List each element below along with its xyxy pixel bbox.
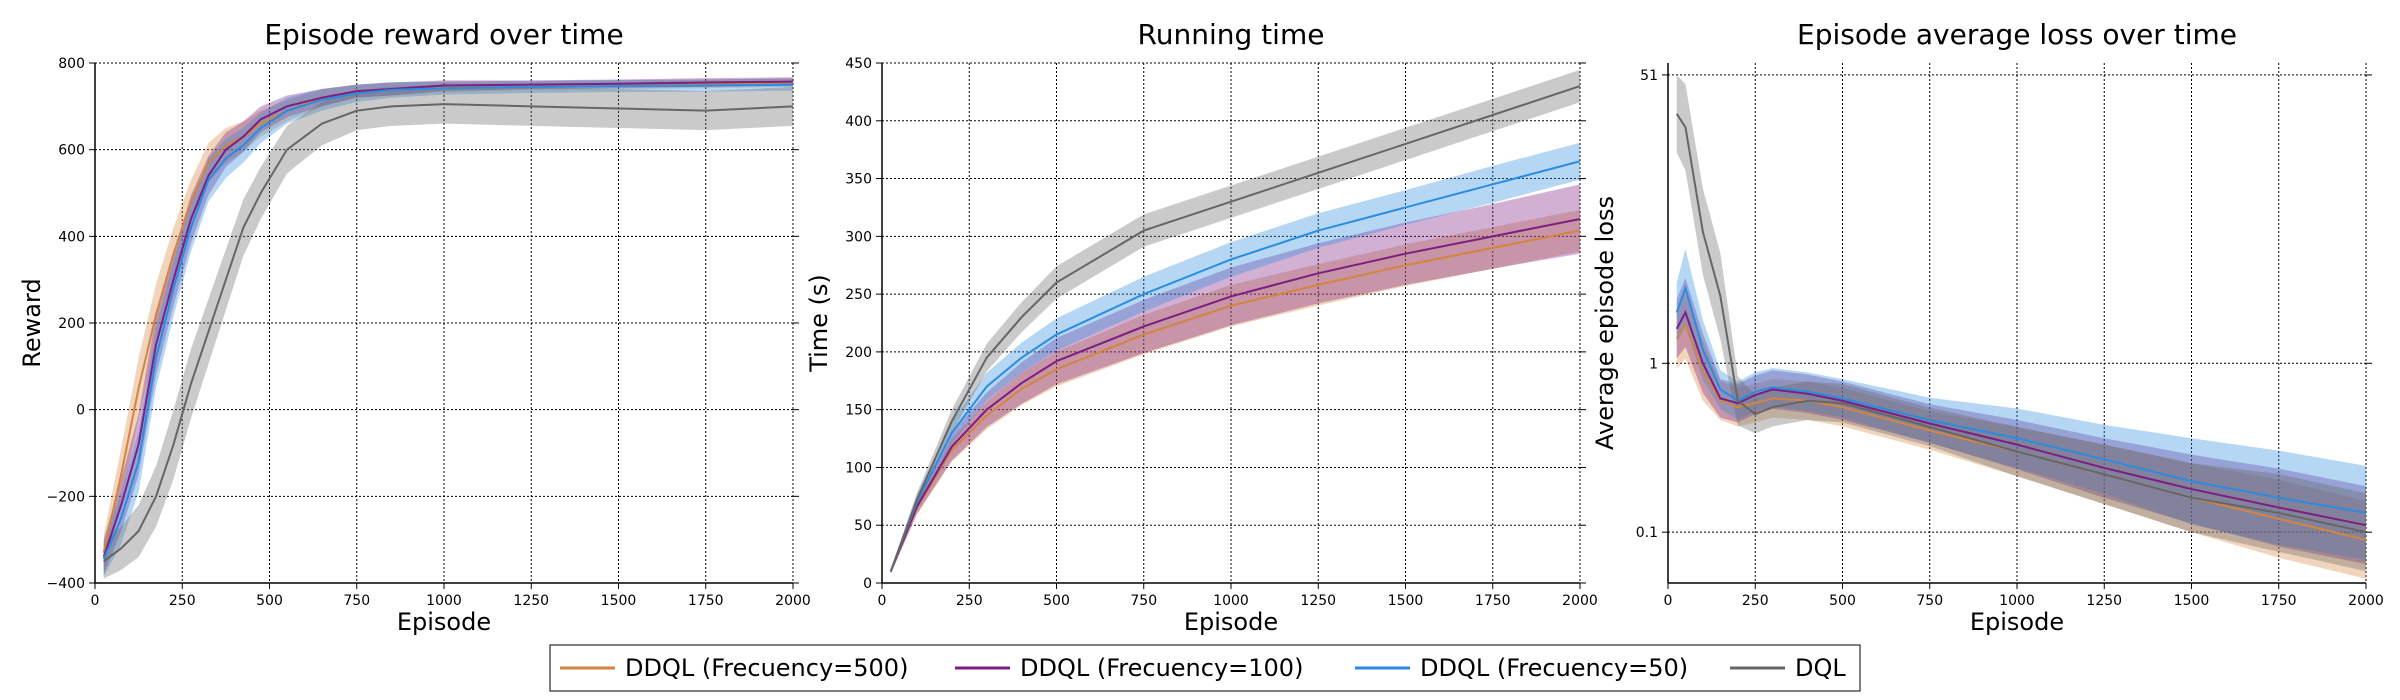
x-tick-label: 1250 [513, 593, 549, 609]
legend-label: DQL [1795, 654, 1846, 682]
y-tick-label: 51 [1640, 68, 1658, 84]
chart-title: Episode reward over time [264, 18, 623, 51]
series-band-4 [1676, 74, 2366, 572]
x-tick-label: 1000 [1213, 593, 1249, 609]
x-tick-label: 500 [1829, 593, 1856, 609]
y-tick-label: 50 [854, 518, 872, 534]
chart-title: Running time [1138, 18, 1325, 51]
y-tick-label: 450 [845, 56, 872, 72]
y-tick-label: 0 [76, 403, 85, 419]
x-tick-label: 250 [169, 593, 196, 609]
x-tick-label: 2000 [1562, 593, 1598, 609]
series-line-4 [103, 103, 794, 563]
x-tick-label: 1750 [1475, 593, 1511, 609]
x-tick-label: 750 [343, 593, 370, 609]
chart-panel-1: 0 250 500 750 1000 1250 1500 1750 2000 −400 −200 0 2… [18, 18, 811, 636]
x-tick-label: 0 [1664, 593, 1673, 609]
y-tick-label: −200 [47, 489, 85, 505]
y-tick-label: 1 [1649, 356, 1658, 372]
x-tick-label: 500 [256, 593, 283, 609]
chart-panel-2: 0 250 500 750 1000 1250 1500 1750 2000 0 50 100 150 2… [805, 18, 1598, 636]
legend: DDQL (Frecuency=500) DDQL (Frecuency=100)… [549, 644, 1861, 692]
series-band-2 [890, 184, 1580, 574]
y-tick-label: 800 [58, 56, 85, 72]
y-axis-label: Time (s) [805, 274, 833, 373]
x-axis-label: Episode [1184, 608, 1278, 636]
y-tick-label: 400 [58, 229, 85, 245]
chart-panel-3: 0 250 500 750 1000 1250 1500 1750 2000 0.1 1 51 Epis… [1591, 18, 2384, 636]
y-tick-label: 0 [863, 576, 872, 592]
chart-title: Episode average loss over time [1797, 18, 2237, 51]
x-tick-label: 750 [1916, 593, 1943, 609]
x-tick-label: 0 [878, 593, 887, 609]
x-tick-label: 1750 [688, 593, 724, 609]
series-band-2 [1676, 277, 2366, 565]
series-line-4 [1675, 113, 2367, 534]
x-tick-label: 1000 [426, 593, 462, 609]
y-tick-label: 600 [58, 143, 85, 159]
series-band-1 [1676, 289, 2366, 579]
x-tick-label: 1500 [1388, 593, 1424, 609]
y-tick-label: 200 [845, 345, 872, 361]
series-line-2 [1675, 309, 2367, 527]
y-tick-label: 200 [58, 316, 85, 332]
x-tick-label: 750 [1130, 593, 1157, 609]
legend-box [549, 644, 1861, 692]
x-axis-label: Episode [1970, 608, 2064, 636]
series-band-1 [890, 209, 1580, 574]
series-line-2 [889, 218, 1581, 572]
y-tick-label: −400 [47, 576, 85, 592]
x-tick-label: 1250 [1300, 593, 1336, 609]
x-tick-label: 1250 [2086, 593, 2122, 609]
x-tick-label: 1750 [2261, 593, 2297, 609]
y-tick-label: 0.1 [1636, 525, 1658, 541]
y-axis-label: Reward [18, 278, 46, 367]
y-tick-label: 400 [845, 114, 872, 130]
legend-label: DDQL (Frecuency=500) [625, 654, 908, 682]
series-line-3 [889, 160, 1581, 572]
x-tick-label: 500 [1043, 593, 1070, 609]
x-tick-label: 1500 [2174, 593, 2210, 609]
y-tick-label: 300 [845, 229, 872, 245]
y-tick-label: 100 [845, 460, 872, 476]
x-tick-label: 0 [91, 593, 100, 609]
y-tick-label: 150 [845, 403, 872, 419]
series-band-3 [890, 142, 1580, 574]
y-tick-label: 250 [845, 287, 872, 303]
x-axis-label: Episode [397, 608, 491, 636]
legend-label: DDQL (Frecuency=100) [1020, 654, 1303, 682]
series-band-4 [890, 69, 1580, 574]
x-tick-label: 1000 [1999, 593, 2035, 609]
series-line-4 [889, 85, 1581, 572]
y-axis-label: Average episode loss [1591, 196, 1619, 450]
legend-label: DDQL (Frecuency=50) [1420, 654, 1688, 682]
series-line-3 [102, 83, 794, 560]
x-tick-label: 2000 [775, 593, 811, 609]
series-line-1 [889, 229, 1581, 572]
series-line-3 [1675, 284, 2367, 514]
x-tick-label: 250 [1742, 593, 1769, 609]
x-tick-label: 1500 [601, 593, 637, 609]
x-tick-label: 2000 [2348, 593, 2384, 609]
y-tick-label: 350 [845, 172, 872, 188]
series-line-2 [102, 80, 794, 558]
x-tick-label: 250 [956, 593, 983, 609]
